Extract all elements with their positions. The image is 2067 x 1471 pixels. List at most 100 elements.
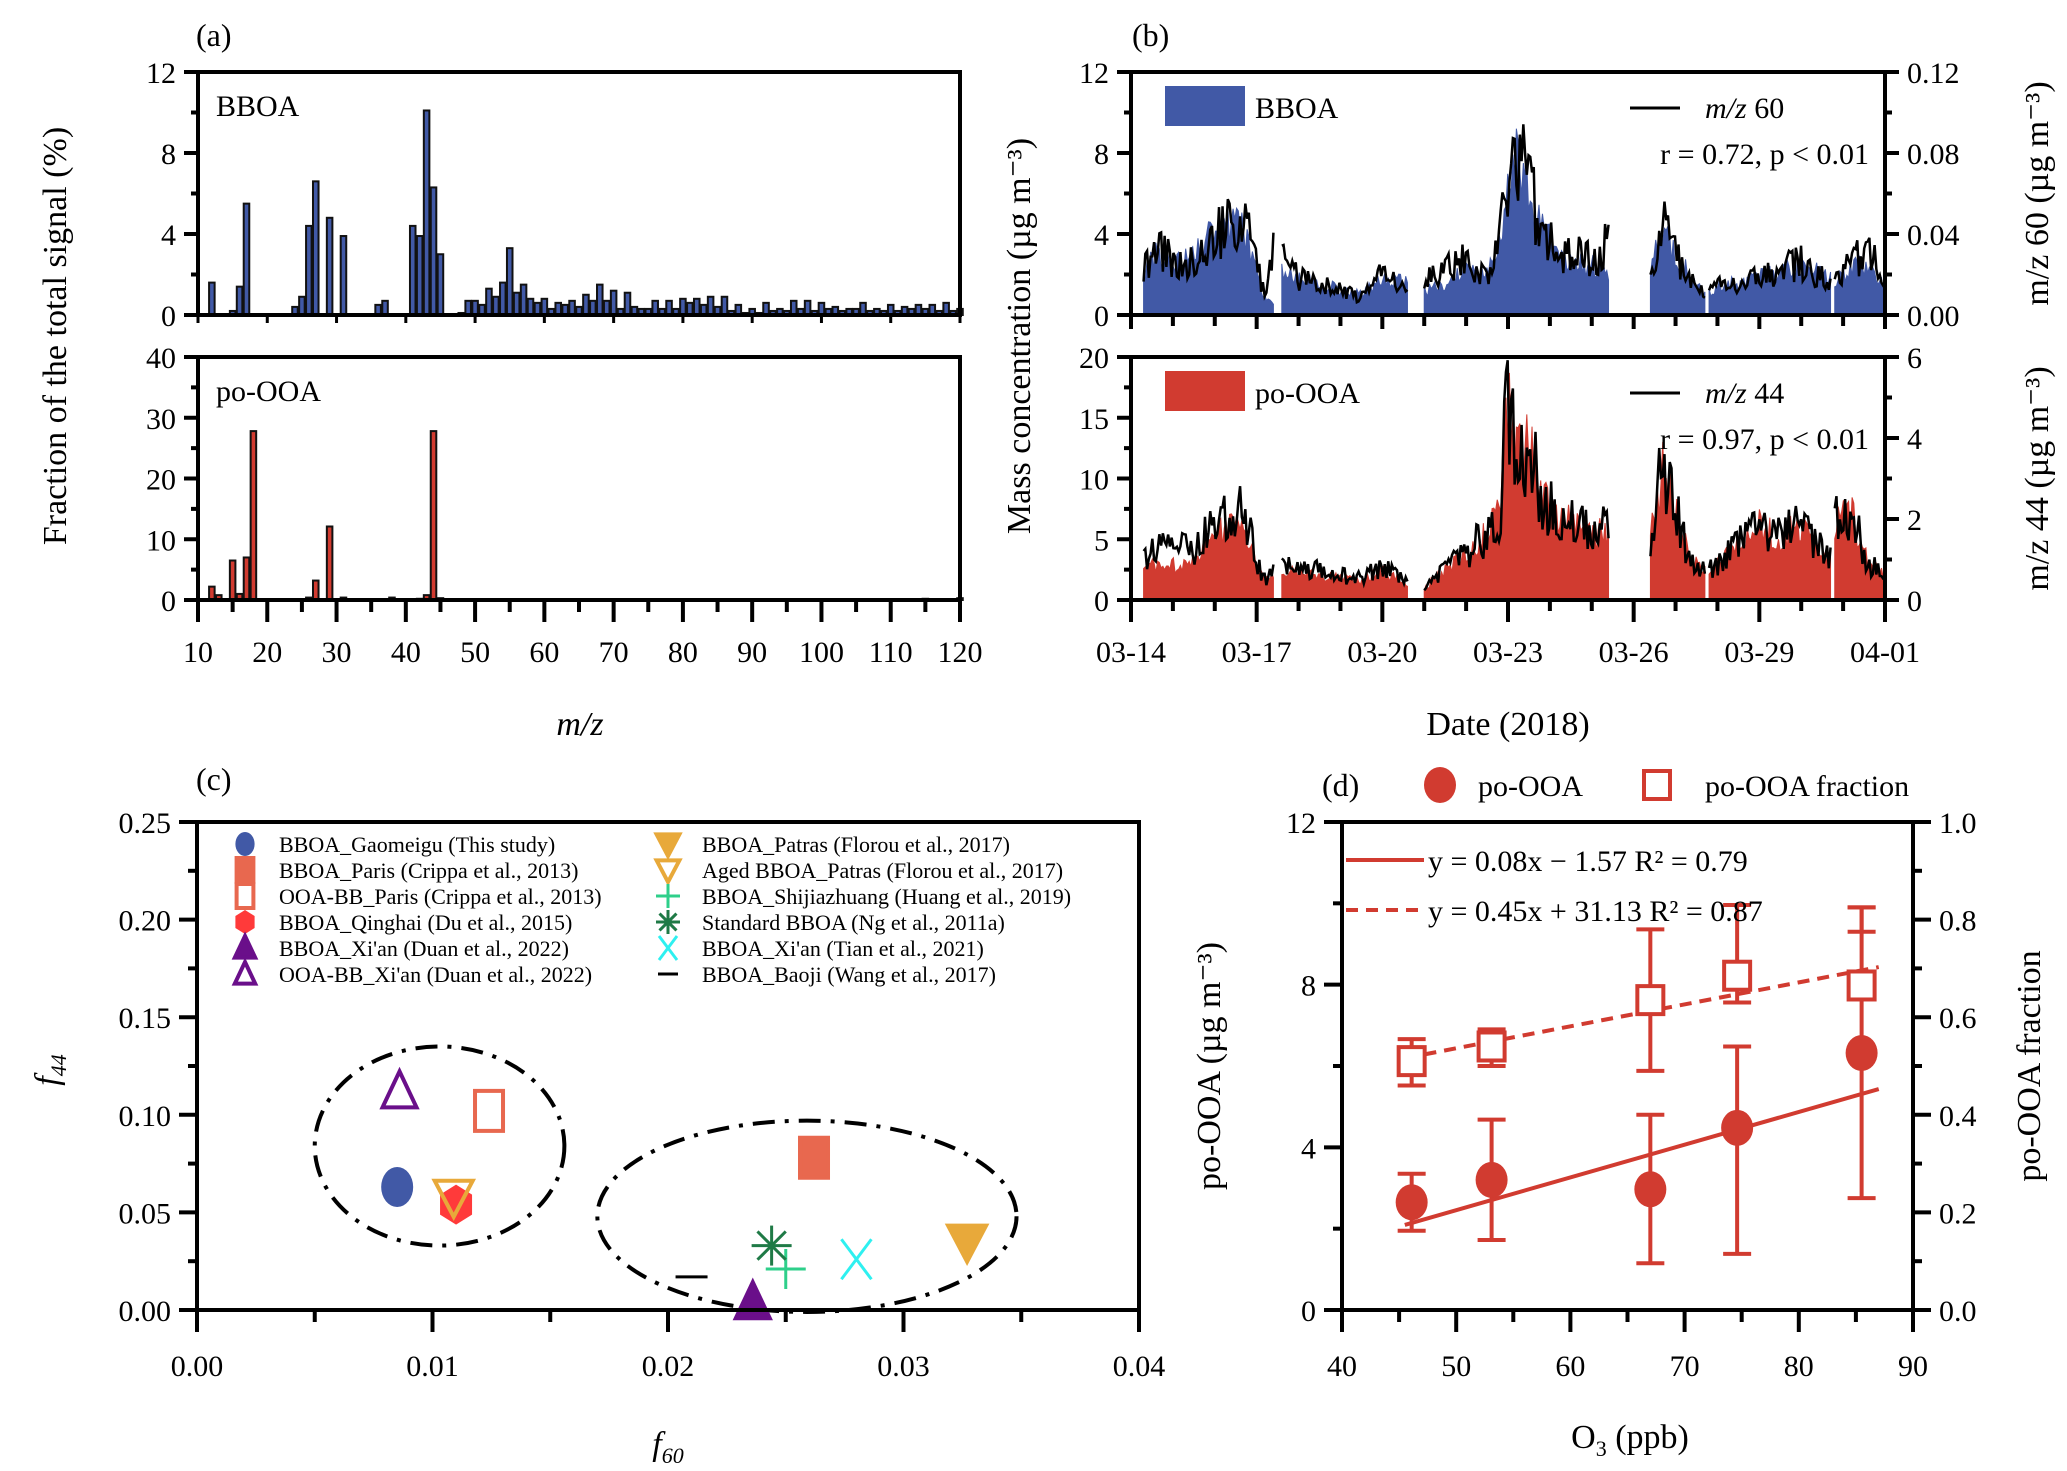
- correlation-annotation: r = 0.97, p < 0.01: [1660, 423, 1869, 456]
- right-axis-label: m/z 44 (µg m⁻³): [2019, 366, 2056, 590]
- panel-b-pooa-subplot: 0 5 10 15 20 0 2 4 6 po-OOA m/z 44 r = 0.97, p < 0.…: [1079, 342, 2056, 669]
- legend-marker-5: [231, 957, 259, 986]
- bar-mz-72: [623, 291, 632, 317]
- panel-d-y-right-tick-label: 0.4: [1939, 1100, 1977, 1133]
- legend-swatch-BBOA: [1165, 86, 1245, 126]
- panel-d-y-right-tick-label: 0.6: [1939, 1002, 1977, 1035]
- panel-c-y-tick-label: 0.00: [119, 1295, 172, 1328]
- panel-d-y-left-tick-label: 12: [1286, 807, 1316, 840]
- panel-a-x-tick-label: 60: [529, 636, 559, 669]
- point-ooa-bb-paris-crippa-et-al-2013: [473, 1088, 506, 1133]
- legend-entry-label: BBOA_Xi'an (Duan et al., 2022): [279, 936, 569, 961]
- panel-a-x-tick-label: 100: [799, 636, 844, 669]
- panel-d-x-tick-label: 60: [1555, 1350, 1585, 1383]
- legend-marker-po-ooa-fraction: [1642, 769, 1672, 801]
- panel-d-y-right-tick-label: 0.0: [1939, 1295, 1977, 1328]
- panel-c-y-tick-label: 0.25: [119, 807, 172, 840]
- bar-mz-17: [242, 556, 251, 601]
- panel-d-y-left-tick-label: 8: [1301, 970, 1316, 1003]
- legend-label-number: 44: [1754, 377, 1784, 410]
- legend-label-po-ooa: po-OOA: [1478, 770, 1583, 803]
- legend-entry-label: BBOA_Patras (Florou et al., 2017): [702, 832, 1010, 857]
- bar-mz-41: [408, 224, 417, 316]
- panel-c: (c) 0.00 0.05 0.10 0.15 0.20 0.25 0.00 0.01 0.02…: [29, 761, 1165, 1468]
- panel-a-x-tick-label: 120: [938, 636, 983, 669]
- bar-mz-17: [242, 202, 251, 316]
- panel-d-ylabel-right: po-OOA fraction: [2011, 950, 2048, 1181]
- legend-label-italic: m/z: [1705, 377, 1754, 410]
- panel-d-label: (d): [1322, 767, 1359, 803]
- legend-label-BBOA: BBOA: [1255, 92, 1339, 125]
- panel-d-plot: 0 4 8 12 0.0 0.2 0.4 0.6 0.8 1.0 40 50 60 70 80 90 po-OO…: [1286, 767, 1977, 1383]
- legend-entry-label: OOA-BB_Paris (Crippa et al., 2013): [279, 884, 602, 909]
- bar-mz-53: [492, 295, 500, 316]
- panel-b-y-right-tick-label: 0: [1907, 585, 1922, 618]
- bar-mz-82: [692, 297, 701, 316]
- panel-c-x-tick-label: 0.01: [406, 1350, 459, 1383]
- panel-d-y-right-tick-label: 1.0: [1939, 807, 1977, 840]
- legend-label-line: m/z 60: [1705, 92, 1784, 125]
- legend-entry-label: BBOA_Gaomeigu (This study): [279, 832, 555, 857]
- panel-a-ylabel: Fraction of the total signal (%): [37, 127, 74, 545]
- panel-d-y-right-tick-label: 0.8: [1939, 905, 1977, 938]
- legend-label-po-OOA: po-OOA: [1255, 377, 1360, 410]
- bar-mz-70: [609, 289, 618, 317]
- point-po-ooa: [1845, 1034, 1878, 1071]
- subplot-title: BBOA: [216, 90, 300, 123]
- panel-d-y-left-tick-label: 0: [1301, 1295, 1316, 1328]
- panel-d-ylabel-left: po-OOA (µg m⁻³): [1191, 942, 1228, 1190]
- legend-entry-label: BBOA_Xi'an (Tian et al., 2021): [702, 936, 984, 961]
- bar-mz-52: [485, 287, 493, 316]
- point-standard-bboa-ng-et-al-2011a-stroke: [756, 1230, 787, 1261]
- right-axis-label: m/z 60 (µg m⁻³): [2019, 81, 2056, 305]
- panel-b-label: (b): [1132, 17, 1169, 53]
- bar-mz-43: [422, 109, 431, 316]
- bar-mz-68: [596, 283, 604, 316]
- legend-entry-label: BBOA_Baoji (Wang et al., 2017): [702, 962, 996, 987]
- subplot-title: po-OOA: [216, 375, 321, 408]
- bar-mz-57: [519, 283, 528, 316]
- legend-label-po-ooa-fraction: po-OOA fraction: [1705, 770, 1909, 803]
- panel-c-label: (c): [196, 761, 232, 797]
- bar-mz-98: [803, 299, 812, 317]
- panel-b-x-tick-label: 04-01: [1850, 636, 1920, 669]
- panel-a-y-tick-label: 12: [146, 57, 176, 90]
- panel-d-x-tick-label: 90: [1898, 1350, 1928, 1383]
- panel-d-x-tick-label: 70: [1670, 1350, 1700, 1383]
- point-bboa-paris-crippa-et-al-2013: [798, 1135, 831, 1180]
- panel-a-y-tick-label: 10: [146, 524, 176, 557]
- panel-b-x-tick-label: 03-23: [1473, 636, 1543, 669]
- panel-a-y-tick-label: 4: [161, 219, 176, 252]
- panel-a-x-tick-label: 110: [869, 636, 913, 669]
- panel-a-x-tick-label: 30: [322, 636, 352, 669]
- line-segment-m-z-60: [1423, 124, 1610, 291]
- panel-b-y-left-tick-label: 10: [1079, 464, 1109, 497]
- legend-entry-label: Aged BBOA_Patras (Florou et al., 2017): [702, 858, 1063, 883]
- panel-c-y-tick-label: 0.15: [119, 1002, 172, 1035]
- legend-entry-label: Standard BBOA (Ng et al., 2011a): [702, 910, 1005, 935]
- line-segment-m-z-60: [1142, 198, 1275, 301]
- panel-a-x-tick-label: 80: [668, 636, 698, 669]
- legend-marker-3: [235, 910, 255, 934]
- legend-entry-label: BBOA_Qinghai (Du et al., 2015): [279, 910, 572, 935]
- legend-marker-8: [656, 884, 680, 908]
- panel-c-ylabel: f44: [29, 1054, 71, 1085]
- legend-entry-label: OOA-BB_Xi'an (Duan et al., 2022): [279, 962, 592, 987]
- panel-a-xlabel: m/z: [556, 706, 603, 743]
- panel-b-bboa-subplot: 0 4 8 12 0.00 0.04 0.08 0.12 BBOA m/z 60 r = 0.72,…: [1079, 57, 2056, 333]
- panel-c-x-tick-label: 0.03: [877, 1350, 930, 1383]
- bar-mz-44: [429, 186, 438, 316]
- panel-b-y-right-tick-label: 2: [1907, 504, 1922, 537]
- panel-b-x-tick-label: 03-14: [1096, 636, 1166, 669]
- bar-mz-15: [228, 559, 237, 602]
- legend-marker-9-stroke: [658, 912, 678, 932]
- legend-marker-2: [234, 882, 256, 910]
- fit-equation-label: y = 0.08x − 1.57 R² = 0.79: [1428, 845, 1748, 878]
- legend-entry-label: BBOA_Paris (Crippa et al., 2013): [279, 858, 578, 883]
- bar-mz-84: [706, 295, 715, 316]
- bar-mz-37: [381, 299, 389, 317]
- area-segment-po-OOA: [1423, 372, 1610, 601]
- line-segment-m-z-44: [1280, 556, 1409, 589]
- legend-swatch-po-OOA: [1165, 371, 1245, 411]
